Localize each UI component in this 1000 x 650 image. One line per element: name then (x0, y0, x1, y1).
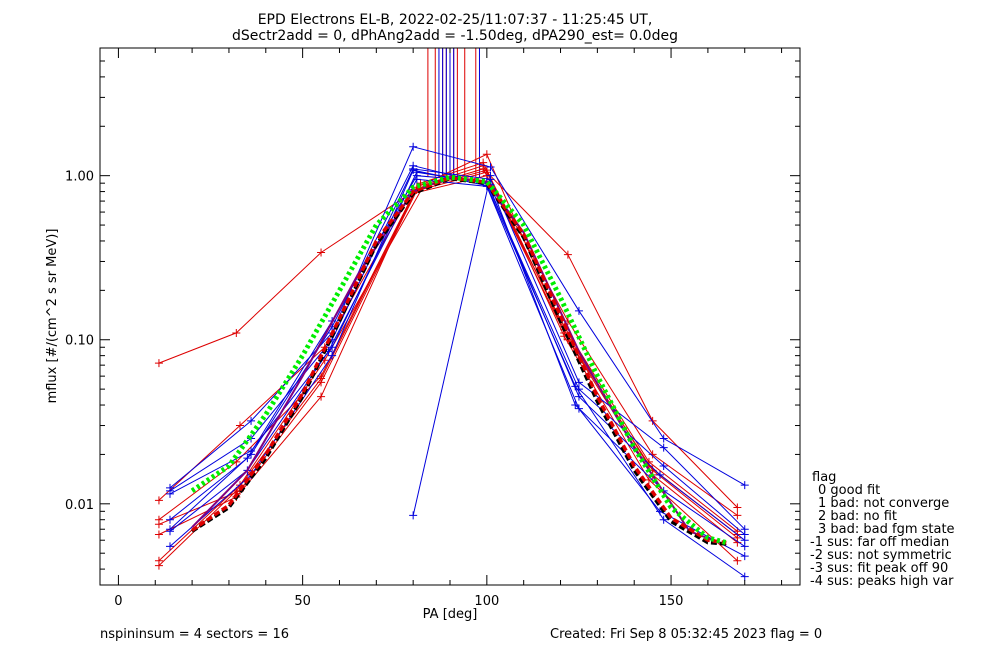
series-group (154, 48, 749, 581)
data-point (482, 166, 491, 175)
data-point (166, 489, 174, 498)
chart-title: EPD Electrons EL-B, 2022-02-25/11:07:37 … (258, 12, 653, 28)
legend-entry: -3 sus: fit peak off 90 (810, 561, 948, 576)
data-point (733, 503, 742, 512)
data-point (648, 450, 657, 459)
data-point (571, 401, 580, 410)
data-point (154, 359, 163, 368)
y-axis-label: mflux [#/(cm^2 s sr MeV)] (45, 229, 60, 404)
data-point (659, 443, 668, 452)
data-point (317, 248, 326, 257)
data-point (166, 527, 174, 536)
data-point (317, 374, 326, 383)
data-point (571, 382, 580, 391)
data-point (659, 515, 668, 524)
y-tick-label: 0.01 (65, 498, 94, 513)
axis-layer: 0 50 100 150 0.01 0.10 1.00 (65, 47, 800, 609)
series-line (191, 176, 727, 546)
data-point (232, 328, 241, 337)
data-point (740, 481, 749, 490)
series-line (191, 176, 727, 545)
legend-title: flag (812, 470, 836, 485)
data-point (328, 351, 337, 360)
x-tick-label: 100 (474, 594, 499, 609)
series-line (169, 169, 745, 578)
series-line (169, 146, 745, 489)
chart-subtitle: dSectr2add = 0, dPhAng2add = -1.50deg, d… (232, 28, 678, 44)
data-point (236, 421, 244, 430)
legend-entry: 0 good fit (818, 483, 880, 498)
data-point (740, 572, 749, 581)
footer-right: Created: Fri Sep 8 05:32:45 2023 flag = … (550, 627, 822, 642)
legend-entry: -4 sus: peaks high var (810, 574, 954, 589)
legend-entry: -1 sus: far off median (810, 535, 949, 550)
legend-entry: 1 bad: not converge (818, 496, 949, 511)
data-point (166, 515, 174, 524)
data-point (247, 416, 256, 425)
y-tick-label: 0.10 (65, 334, 94, 349)
x-tick-label: 150 (659, 594, 684, 609)
series-line (412, 175, 491, 516)
data-layer (154, 48, 749, 581)
data-point (733, 511, 742, 520)
legend: flag 0 good fit 1 bad: not converge 2 ba… (810, 470, 955, 589)
data-point (154, 520, 163, 529)
data-point (166, 542, 174, 551)
data-point (656, 470, 664, 479)
series-line (191, 176, 727, 547)
y-tick-label: 1.00 (65, 170, 94, 185)
data-point (486, 171, 495, 180)
data-point (247, 450, 256, 459)
data-point (733, 556, 742, 565)
x-tick-label: 50 (294, 594, 311, 609)
data-point (659, 434, 668, 443)
series-line (158, 171, 738, 508)
data-point (409, 511, 418, 520)
data-point (563, 250, 572, 259)
x-tick-label: 0 (114, 594, 122, 609)
legend-entry: -2 sus: not symmetric (810, 548, 952, 563)
data-point (740, 542, 749, 551)
data-point (659, 462, 668, 470)
x-axis-label: PA [deg] (423, 607, 478, 622)
series-line (158, 169, 738, 566)
data-point (574, 404, 583, 413)
data-point (154, 496, 163, 505)
data-point (409, 166, 418, 175)
data-point (482, 150, 491, 159)
data-point (574, 306, 583, 315)
legend-entry: 3 bad: bad fgm state (818, 522, 955, 537)
footer-left: nspininsum = 4 sectors = 16 (100, 627, 289, 642)
data-point (486, 162, 495, 171)
series-line (169, 165, 745, 547)
data-point (317, 392, 326, 401)
data-point (412, 175, 421, 184)
legend-entry: 2 bad: no fit (818, 509, 897, 524)
data-point (740, 552, 749, 561)
data-point (154, 561, 163, 570)
data-point (409, 142, 418, 151)
data-point (154, 530, 163, 539)
series-line (169, 168, 746, 530)
